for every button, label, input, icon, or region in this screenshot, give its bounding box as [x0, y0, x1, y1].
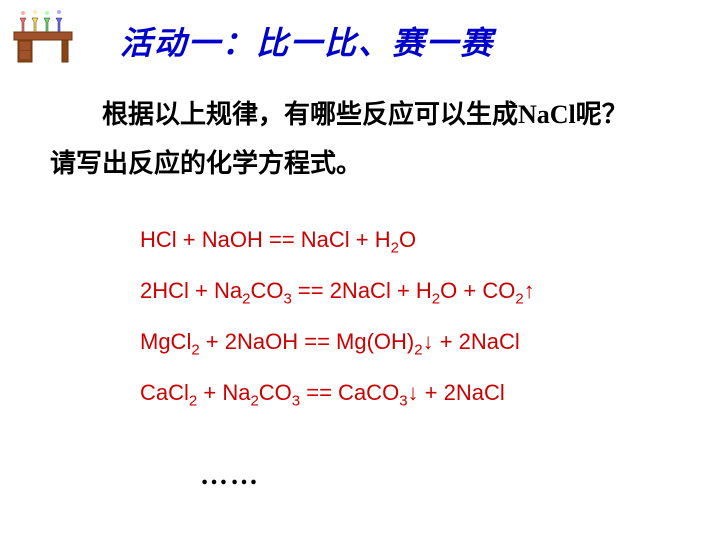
question-line-1: 根据以上规律，有哪些反应可以生成NaCl呢？	[50, 90, 670, 139]
lab-desk-icon	[8, 8, 78, 68]
question-text: 根据以上规律，有哪些反应可以生成NaCl呢？ 请写出反应的化学方程式。	[50, 90, 670, 189]
question-line-2: 请写出反应的化学方程式。	[50, 139, 670, 188]
equation-4: CaCl2 + Na2CO3 == CaCO3↓ + 2NaCl	[140, 368, 700, 419]
equation-3: MgCl2 + 2NaOH == Mg(OH)2↓ + 2NaCl	[140, 317, 700, 368]
slide-title: 活动一：比一比、赛一赛	[120, 18, 620, 64]
ellipsis-text: ……	[200, 460, 260, 492]
equation-1: HCl + NaOH == NaCl + H2O	[140, 215, 700, 266]
equation-list: HCl + NaOH == NaCl + H2O 2HCl + Na2CO3 =…	[140, 215, 700, 419]
equation-2: 2HCl + Na2CO3 == 2NaCl + H2O + CO2↑	[140, 266, 700, 317]
